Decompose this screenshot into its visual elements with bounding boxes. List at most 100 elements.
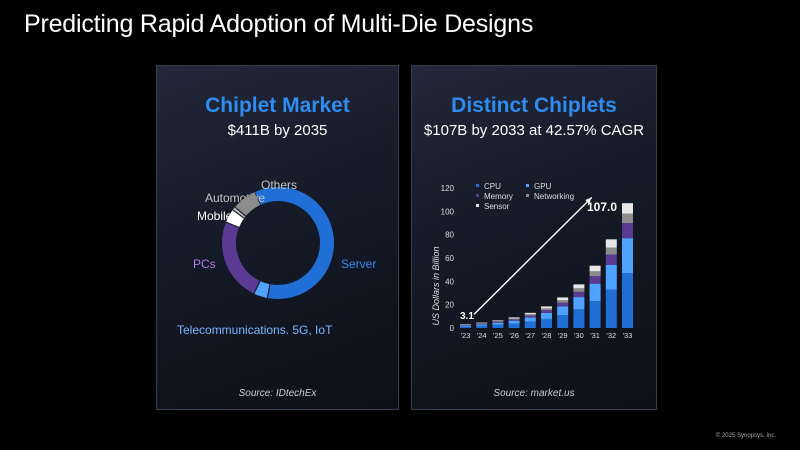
growth-arrowhead [585, 197, 592, 204]
bar-segment-gpu [541, 312, 552, 319]
legend-label-memory: Memory [484, 192, 513, 201]
bar-segment-sensor [573, 284, 585, 289]
annotation-start-value: 3.1 [460, 311, 474, 322]
bar-segment-memory [492, 321, 504, 323]
bar-segment-cpu [541, 318, 552, 328]
bar-segment-gpu [460, 325, 471, 327]
bar-segment-cpu [605, 289, 617, 328]
bar-segment-memory [541, 310, 552, 313]
x-tick-label: '26 [509, 331, 519, 340]
bar-segment-memory [605, 254, 617, 265]
bar-segment-sensor [476, 322, 488, 324]
distinct-chiplets-card: Distinct Chiplets $107B by 2033 at 42.57… [411, 65, 657, 410]
x-tick-label: '23 [461, 331, 471, 340]
bar-segment-gpu [508, 320, 520, 324]
legend-label-networking: Networking [534, 192, 574, 201]
donut-label-pcs: PCs [193, 257, 216, 271]
x-tick-label: '32 [606, 331, 616, 340]
bar-segment-networking [460, 324, 471, 326]
x-tick-label: '33 [623, 331, 633, 340]
distinct-chiplets-bar-chart: 0 20 40 60 80 100 120 US Dollars in Billion '23 '… [431, 182, 633, 340]
bar-segment-sensor [492, 320, 504, 322]
legend-swatch-cpu [476, 184, 479, 187]
legend-swatch-memory [476, 194, 479, 197]
bar-segment-sensor [589, 265, 601, 272]
donut-slice-telecommunications-5g-iot [253, 280, 271, 298]
bar-segment-memory [508, 319, 520, 321]
bar-segment-cpu [573, 309, 585, 328]
bar-segment-memory [573, 291, 585, 298]
bar-segment-gpu [524, 317, 536, 322]
distinct-chiplets-source: Source: market.us [493, 388, 575, 399]
y-tick-label: 0 [450, 324, 455, 333]
y-tick-label: 20 [445, 301, 454, 310]
donut-separator [225, 221, 240, 228]
bar-segment-networking [476, 323, 488, 324]
bar-segment-cpu [492, 324, 504, 328]
donut-slice-server [254, 187, 334, 299]
chiplet-market-donut-chart: Server Telecommunications. 5G, IoT PCs Mobi… [177, 178, 376, 337]
bar-segment-memory [622, 223, 633, 239]
bar-segment-networking [492, 321, 504, 322]
x-tick-label: '29 [558, 331, 568, 340]
x-tick-label: '28 [542, 331, 552, 340]
bar-segment-gpu [605, 265, 617, 290]
donut-separator [234, 206, 247, 217]
bar-segment-sensor [508, 317, 520, 319]
annotation-end-value: 107.0 [587, 200, 617, 214]
y-tick-label: 60 [445, 254, 454, 263]
bar-segment-gpu [573, 297, 585, 310]
donut-slice-mobile [226, 209, 245, 228]
legend-swatch-sensor [476, 204, 479, 207]
distinct-chiplets-title: Distinct Chiplets [451, 94, 617, 117]
bar-segment-sensor [541, 306, 552, 309]
bar-segment-cpu [622, 273, 633, 328]
x-tick-label: '24 [477, 331, 487, 340]
copyright: © 2025 Synopsys, Inc. [715, 433, 776, 439]
bar-segment-cpu [557, 315, 569, 328]
slide-title: Predicting Rapid Adoption of Multi-Die D… [24, 10, 534, 38]
donut-separator [253, 280, 261, 294]
bar-segment-memory [476, 323, 488, 325]
x-tick-label: '25 [493, 331, 503, 340]
donut-separator [266, 284, 271, 299]
donut-label-telecommunications-5g-iot: Telecommunications. 5G, IoT [177, 323, 333, 337]
bar-segment-gpu [476, 324, 488, 326]
bar-segment-sensor [557, 297, 569, 301]
bar-segment-cpu [524, 321, 536, 328]
x-tick-label: '27 [525, 331, 535, 340]
growth-arrow-line [473, 196, 593, 315]
bar-segment-gpu [557, 306, 569, 316]
legend-label-sensor: Sensor [484, 202, 510, 211]
chiplet-market-source: Source: IDtechEx [238, 388, 317, 399]
y-tick-label: 100 [441, 207, 455, 216]
bar-segment-sensor [605, 239, 617, 248]
bar-segment-sensor [622, 203, 633, 214]
bar-segment-memory [524, 315, 536, 318]
x-tick-label: '30 [574, 331, 584, 340]
bar-segment-sensor [460, 324, 471, 325]
bar-segment-networking [605, 247, 617, 255]
donut-label-others: Others [261, 178, 297, 192]
bar-segment-gpu [589, 283, 601, 302]
y-tick-label: 80 [445, 231, 454, 240]
bar-segment-networking [573, 288, 585, 292]
bar-segment-memory [589, 276, 601, 284]
bar-segment-cpu [476, 325, 488, 328]
bar-segment-memory [460, 325, 471, 326]
donut-separator [232, 209, 245, 219]
y-axis-label: US Dollars in Billion [431, 246, 441, 325]
bar-segment-networking [508, 318, 520, 320]
bar-segment-cpu [460, 326, 471, 328]
bar-segment-memory [557, 302, 569, 307]
bar-segment-gpu [622, 238, 633, 274]
chiplet-market-card: Chiplet Market $411B by 2035 Server Telec… [156, 65, 399, 410]
donut-slice-others [234, 192, 261, 217]
bar-segment-gpu [492, 322, 504, 325]
donut-slice-pcs [222, 222, 261, 294]
bar-segment-networking [557, 300, 569, 303]
bar-segment-cpu [508, 323, 520, 328]
legend-label-gpu: GPU [534, 182, 552, 191]
x-tick-label: '31 [590, 331, 600, 340]
bar-segment-networking [541, 308, 552, 311]
